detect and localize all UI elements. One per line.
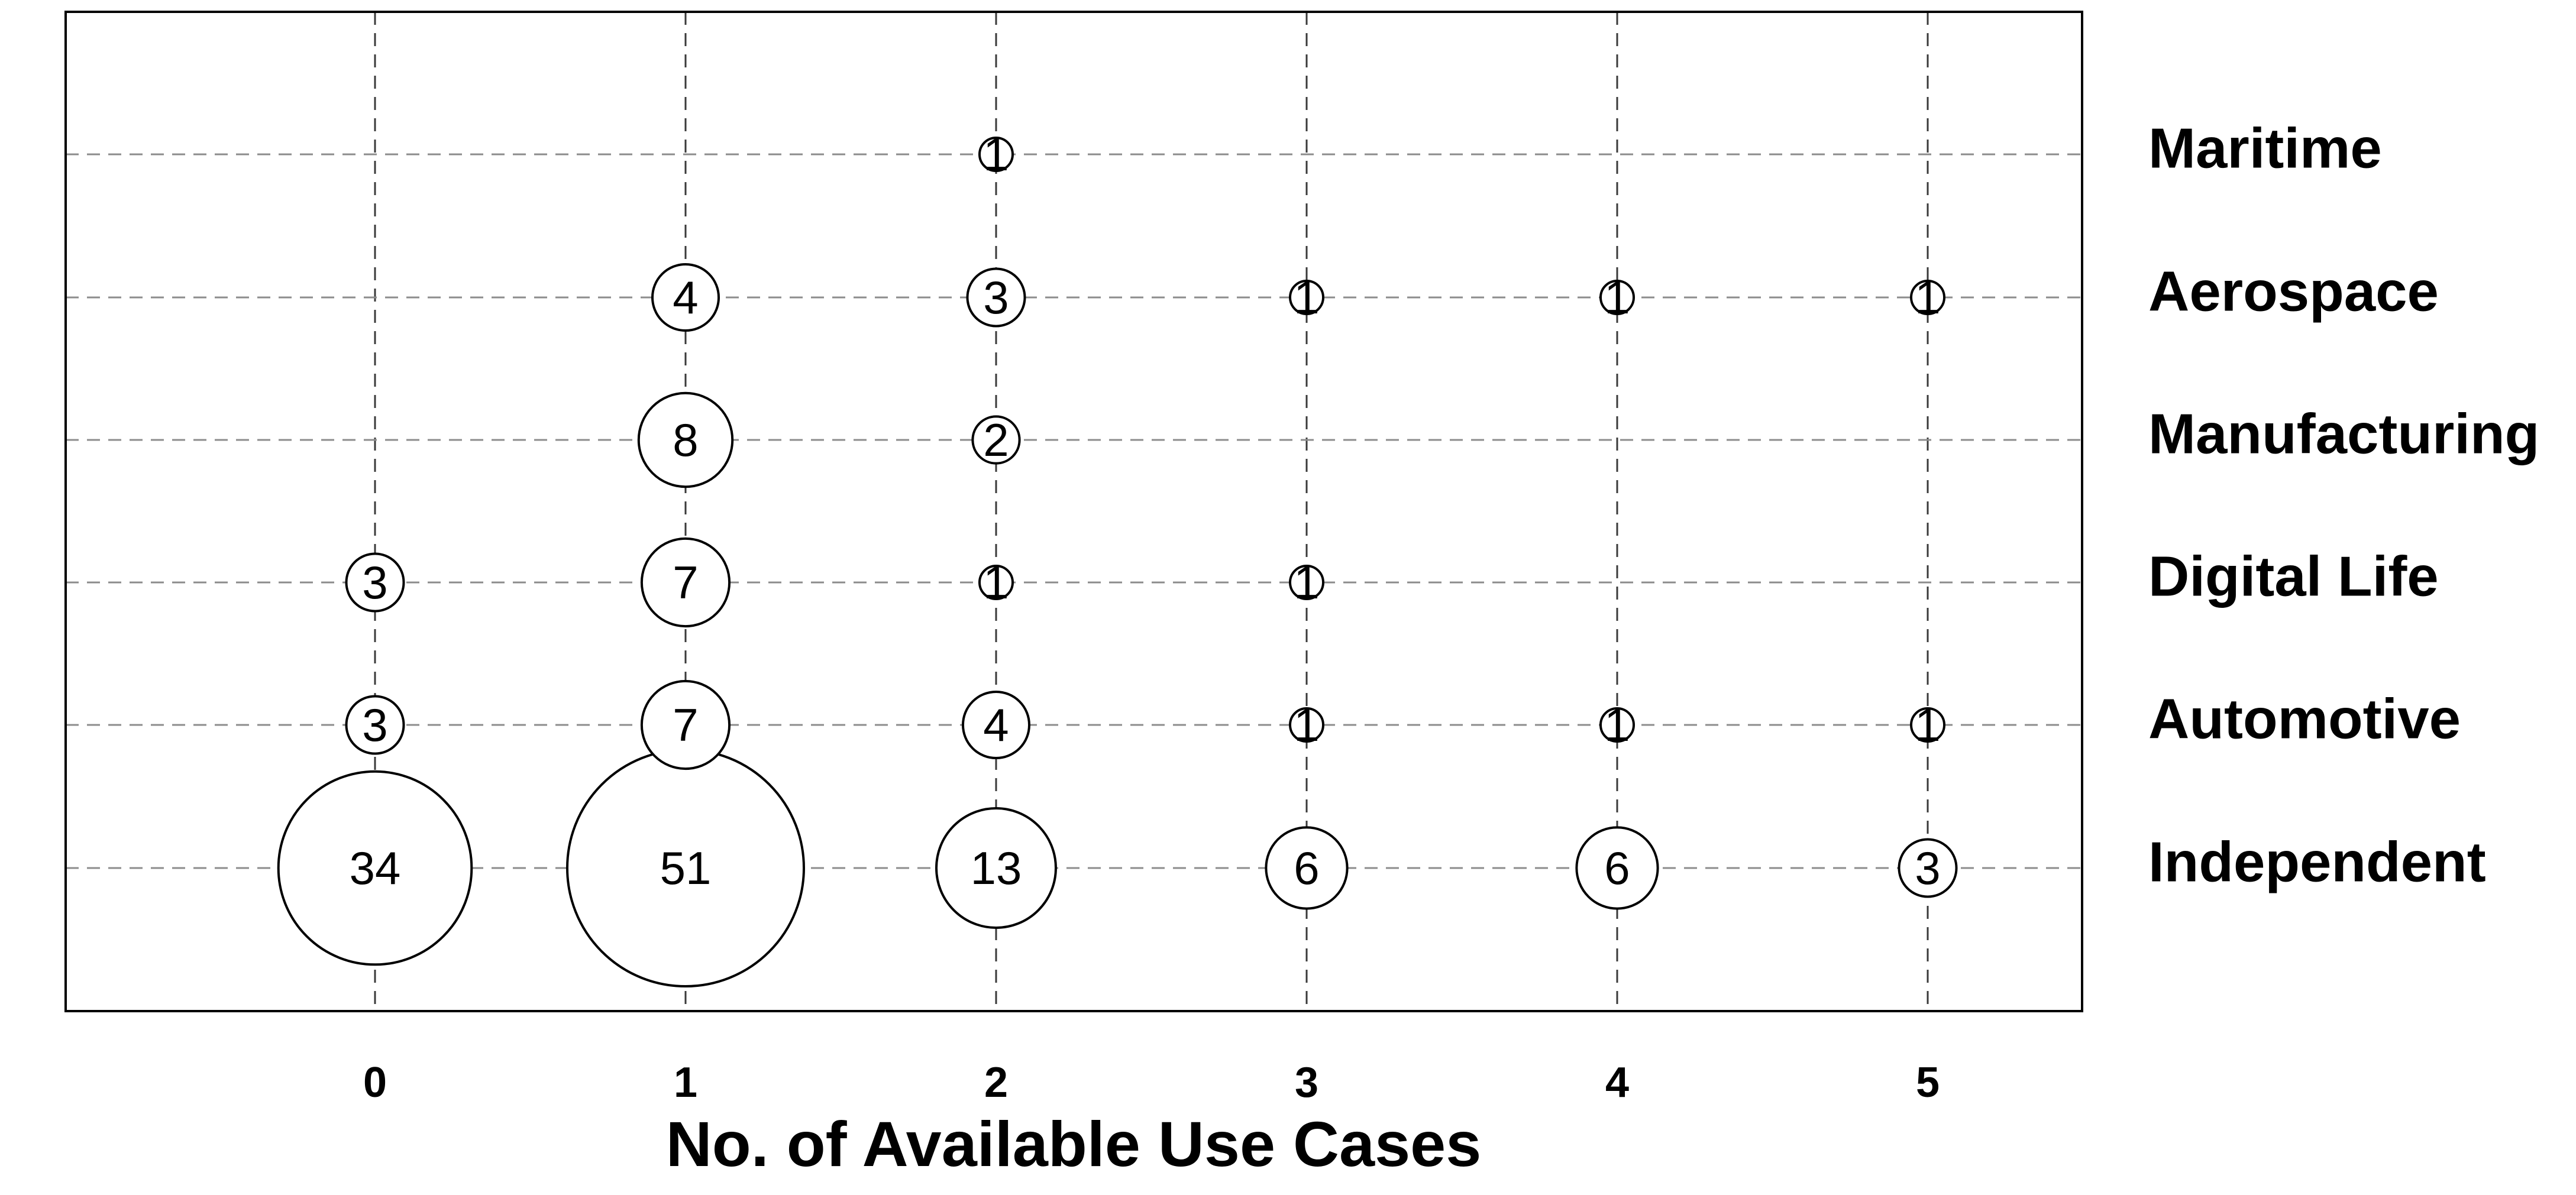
x-tick-label: 2 [984, 1059, 1008, 1106]
category-label: Maritime [2148, 117, 2382, 180]
bubble [978, 136, 1014, 173]
bubble-value-label: 4 [983, 699, 1009, 751]
bubble-value-label: 8 [673, 414, 698, 466]
bubble [277, 770, 473, 966]
x-tick-label: 0 [363, 1059, 387, 1106]
x-tick-label: 4 [1605, 1059, 1629, 1106]
bubble-value-label: 1 [1604, 271, 1630, 323]
bubble-value-label: 3 [983, 271, 1009, 323]
bubble-value-label: 1 [983, 128, 1009, 180]
bubble-value-label: 4 [673, 271, 698, 323]
category-label: Independent [2148, 831, 2486, 894]
bubble-value-label: 6 [1294, 842, 1319, 894]
bubble [1288, 707, 1325, 743]
category-label: Digital Life [2148, 545, 2439, 608]
bubble-value-label: 1 [1915, 699, 1940, 751]
bubble [1599, 279, 1636, 316]
bubble [935, 807, 1057, 929]
bubble [1898, 838, 1958, 898]
bubble-value-label: 1 [1604, 699, 1630, 751]
bubble-value-label: 3 [362, 699, 387, 751]
bubble-value-label: 1 [983, 556, 1009, 608]
bubble [1909, 707, 1946, 743]
bubble-value-label: 34 [350, 842, 401, 894]
x-tick-label: 3 [1295, 1059, 1318, 1106]
bubble [971, 415, 1021, 465]
bubble-value-label: 13 [971, 842, 1022, 894]
bubble [637, 391, 734, 488]
bubble-value-label: 7 [673, 556, 698, 608]
bubble-value-label: 7 [673, 699, 698, 751]
bubble-value-label: 1 [1294, 699, 1319, 751]
bubble [1599, 707, 1636, 743]
bubble-value-label: 2 [983, 414, 1009, 466]
bubble [345, 695, 405, 755]
x-tick-label: 5 [1916, 1059, 1940, 1106]
x-tick-labels: 0 1 2 3 4 5 [363, 1059, 1940, 1106]
bubble [651, 263, 720, 332]
bubble-value-label: 3 [362, 556, 387, 608]
bubble-value-label: 1 [1915, 271, 1940, 323]
category-labels: Independent Automotive Digital Life Manufac… [2148, 117, 2539, 894]
bubble-value-label: 51 [660, 842, 712, 894]
category-label: Automotive [2148, 688, 2461, 751]
x-tick-label: 1 [674, 1059, 697, 1106]
bubble [1265, 826, 1349, 910]
bubble [978, 564, 1014, 601]
category-label: Aerospace [2148, 260, 2439, 323]
bubble [966, 267, 1026, 328]
bubble [1288, 564, 1325, 601]
bubble [961, 690, 1031, 760]
bubble-value-label: 1 [1294, 271, 1319, 323]
bubble [1909, 279, 1946, 316]
bubble [640, 537, 731, 628]
bubble-layer: 34 51 13 6 6 33 7 4 1 1 13 7 1 18 24 3 1 1 11 [277, 128, 1958, 987]
bubble [345, 552, 405, 613]
x-axis-title: No. of Available Use Cases [666, 1108, 1482, 1180]
plot-frame [64, 11, 2083, 1012]
bubble-value-label: 6 [1604, 842, 1630, 894]
bubble [1575, 826, 1659, 910]
bubble [640, 679, 731, 770]
bubble [1288, 279, 1325, 316]
category-label: Manufacturing [2148, 403, 2539, 466]
bubble-value-label: 3 [1915, 842, 1940, 894]
bubble-value-label: 1 [1294, 556, 1319, 608]
